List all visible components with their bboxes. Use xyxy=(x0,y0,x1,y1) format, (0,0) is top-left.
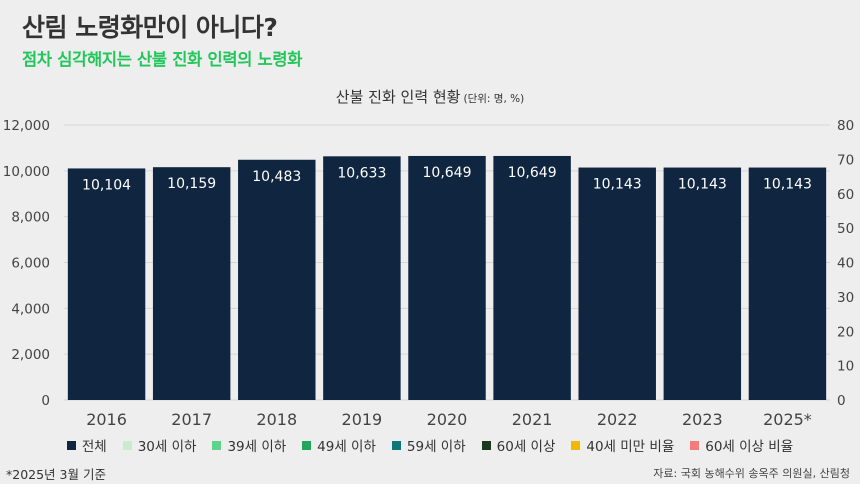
y-tick-left: 10,000 xyxy=(3,164,50,180)
legend-item: 49세 이하 xyxy=(302,435,376,455)
y-tick-right: 70 xyxy=(837,152,854,168)
legend-swatch xyxy=(690,440,700,450)
y-tick-right: 60 xyxy=(837,187,854,203)
legend-item: 전체 xyxy=(66,435,107,455)
legend-swatch xyxy=(302,440,312,450)
y-tick-left: 0 xyxy=(41,393,50,409)
bar xyxy=(663,167,742,400)
legend-swatch xyxy=(212,440,222,450)
y-tick-right: 10 xyxy=(837,359,854,375)
legend-swatch xyxy=(66,440,76,450)
bar-value-label: 10,143 xyxy=(593,177,642,193)
bar xyxy=(238,159,316,400)
chart-legend: 전체 30세 이하 39세 이하 49세 이하 59세 이하 60세 이상 40세 미만 비… xyxy=(0,435,860,455)
chart-unit-note: (단위: 명, %) xyxy=(463,93,525,105)
x-tick-label: 2017 xyxy=(171,410,212,429)
x-tick-label: 2018 xyxy=(256,410,297,429)
legend-item: 59세 이하 xyxy=(391,435,466,455)
legend-label: 30세 이하 xyxy=(137,439,197,455)
legend-swatch xyxy=(571,440,581,450)
legend-item: 60세 이상 xyxy=(481,435,556,455)
legend-item: 60세 이상 비율 xyxy=(690,435,793,455)
x-tick-label: 2023 xyxy=(682,410,723,429)
bar xyxy=(152,167,231,400)
bar-value-label: 10,104 xyxy=(82,177,131,193)
y-tick-right: 30 xyxy=(837,290,854,306)
legend-label: 전체 xyxy=(81,439,107,455)
legend-label: 60세 이상 xyxy=(496,439,556,455)
bar xyxy=(748,167,827,400)
bar xyxy=(578,167,656,400)
bar xyxy=(493,155,571,400)
y-tick-right: 20 xyxy=(837,324,854,340)
y-tick-right: 0 xyxy=(837,393,846,409)
y-tick-right: 80 xyxy=(837,118,854,134)
y-tick-right: 50 xyxy=(837,221,854,237)
bar-value-label: 10,159 xyxy=(167,176,216,192)
bar-value-label: 10,649 xyxy=(508,165,557,181)
bar-value-label: 10,633 xyxy=(337,165,386,181)
source-note: 자료: 국회 농해수위 송옥주 의원실, 산림청 xyxy=(653,467,850,480)
footnote: *2025년 3월 기준 xyxy=(6,467,106,482)
legend-item: 30세 이하 xyxy=(122,435,197,455)
x-tick-label: 2020 xyxy=(427,410,468,429)
bar xyxy=(323,156,401,400)
legend-label: 59세 이하 xyxy=(406,439,466,455)
y-tick-left: 4,000 xyxy=(11,301,50,317)
bar xyxy=(408,155,486,400)
legend-swatch xyxy=(391,440,401,450)
bar-value-label: 10,649 xyxy=(423,165,472,181)
page-subtitle: 점차 심각해지는 산불 진화 인력의 노령화 xyxy=(22,50,303,69)
legend-label: 39세 이하 xyxy=(227,439,287,455)
x-tick-label: 2025* xyxy=(763,410,812,429)
page-title: 산림 노령화만이 아니다? xyxy=(22,13,278,42)
legend-swatch xyxy=(122,440,132,450)
y-tick-left: 6,000 xyxy=(11,256,50,272)
x-tick-label: 2019 xyxy=(342,410,383,429)
legend-label: 60세 이상 비율 xyxy=(705,439,794,455)
y-tick-left: 8,000 xyxy=(11,210,50,226)
bar-value-label: 10,483 xyxy=(252,169,301,185)
bar-value-label: 10,143 xyxy=(678,177,727,193)
chart-title: 산불 진화 인력 현황 xyxy=(335,88,461,106)
x-tick-label: 2016 xyxy=(86,410,127,429)
x-tick-label: 2021 xyxy=(512,410,553,429)
legend-item: 39세 이하 xyxy=(212,435,286,455)
legend-item: 40세 미만 비율 xyxy=(571,435,674,455)
y-tick-left: 2,000 xyxy=(11,347,50,363)
y-tick-right: 40 xyxy=(837,256,854,272)
chart-title-row: 산불 진화 인력 현황 (단위: 명, %) xyxy=(0,86,860,107)
legend-label: 49세 이하 xyxy=(317,439,376,455)
y-tick-left: 12,000 xyxy=(3,118,50,134)
x-tick-label: 2022 xyxy=(597,410,638,429)
legend-swatch xyxy=(481,440,491,450)
legend-label: 40세 미만 비율 xyxy=(586,439,675,455)
bar xyxy=(67,168,146,400)
bar-value-label: 10,143 xyxy=(763,177,812,193)
